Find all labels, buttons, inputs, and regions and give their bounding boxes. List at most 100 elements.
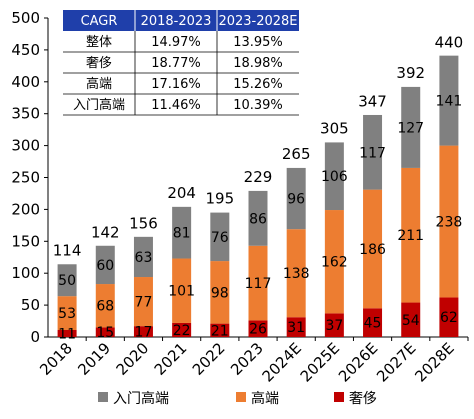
- segment-value-label: 31: [287, 320, 305, 336]
- segment-value-label: 141: [436, 94, 463, 110]
- bar-segment-1: [324, 210, 344, 314]
- total-value-label: 392: [396, 64, 425, 82]
- segment-value-label: 11: [58, 326, 76, 342]
- x-tick-label: 2020: [113, 339, 153, 379]
- total-value-label: 305: [320, 119, 349, 137]
- segment-value-label: 54: [402, 313, 420, 329]
- y-tick-label: 500: [11, 9, 40, 27]
- segment-value-label: 138: [283, 266, 310, 282]
- total-value-label: 265: [282, 145, 311, 163]
- segment-value-label: 68: [96, 299, 114, 315]
- segment-value-label: 117: [359, 145, 386, 161]
- y-tick-label: 100: [11, 264, 40, 282]
- bar-segment-1: [248, 245, 268, 321]
- y-tick-label: 0: [30, 328, 40, 346]
- table-cell: 18.77%: [151, 56, 201, 71]
- x-tick-label: 2018: [36, 339, 76, 379]
- segment-value-label: 117: [245, 276, 272, 292]
- segment-value-label: 63: [135, 250, 153, 266]
- segment-value-label: 106: [321, 169, 348, 185]
- y-tick-label: 300: [11, 137, 40, 155]
- x-tick-label: 2024E: [259, 339, 305, 385]
- total-value-label: 195: [205, 190, 234, 208]
- bar-segment-2: [401, 86, 421, 168]
- bar-segment-1: [57, 296, 77, 330]
- legend-swatch-0: [334, 392, 344, 402]
- data-labels: 11 53 50 114 15 68 60 142 17 77 63 156 22 101 81 204 21 9…: [53, 33, 463, 342]
- segment-value-label: 45: [364, 316, 382, 332]
- bar-segment-1: [363, 189, 383, 309]
- table-cell: 15.26%: [233, 77, 283, 92]
- bars: [57, 55, 459, 337]
- segment-value-label: 98: [211, 285, 229, 301]
- x-tick-label: 2027E: [373, 339, 419, 385]
- bar-segment-0: [401, 302, 421, 337]
- bar-segment-0: [57, 329, 77, 337]
- y-tick-label: 400: [11, 73, 40, 91]
- table-cell: 14.97%: [151, 35, 201, 50]
- bar-segment-0: [95, 327, 115, 337]
- bar-segment-2: [95, 245, 115, 285]
- bar-segment-2: [133, 236, 153, 278]
- segment-value-label: 162: [321, 255, 348, 271]
- y-tick-label: 450: [11, 41, 40, 59]
- x-tick-label: 2021: [151, 339, 191, 379]
- segment-value-label: 50: [58, 273, 76, 289]
- total-value-label: 347: [358, 93, 387, 111]
- table-cell: 奢侈: [86, 56, 112, 71]
- segment-value-label: 238: [436, 215, 463, 231]
- y-tick-label: 350: [11, 105, 40, 123]
- table-cell: 11.46%: [151, 98, 201, 113]
- table-cell: 整体: [86, 35, 112, 50]
- segment-value-label: 53: [58, 306, 76, 322]
- segment-value-label: 77: [135, 295, 153, 311]
- legend-label: 高端: [251, 390, 279, 407]
- segment-value-label: 101: [168, 284, 195, 300]
- bar-segment-2: [324, 142, 344, 211]
- legend-swatch-2: [98, 392, 108, 402]
- legend-label: 奢侈: [349, 391, 377, 407]
- bar-segment-1: [95, 284, 115, 328]
- segment-value-label: 21: [211, 323, 229, 339]
- table-header-cell: 2018-2023: [141, 14, 212, 29]
- table-header-background: [63, 10, 299, 31]
- bar-segment-0: [172, 322, 192, 337]
- bar-segment-1: [210, 261, 230, 324]
- cagr-table: CAGR 2018-2023 2023-2028E 整体 14.97% 13.95% 奢侈 1…: [63, 10, 299, 116]
- total-value-label: 142: [91, 223, 120, 241]
- segment-value-label: 60: [96, 258, 114, 274]
- bar-segment-0: [210, 323, 230, 337]
- total-value-label: 114: [53, 241, 82, 259]
- segment-value-label: 211: [397, 228, 424, 244]
- segment-value-label: 96: [287, 192, 305, 208]
- bar-segment-0: [286, 317, 306, 337]
- bar-segment-1: [133, 277, 153, 327]
- segment-value-label: 26: [249, 322, 267, 338]
- table-cell: 13.95%: [233, 35, 283, 50]
- legend: 入门高端 高端 奢侈: [98, 390, 377, 407]
- y-tick-label: 200: [11, 200, 40, 218]
- table-header-cell: CAGR: [81, 14, 118, 29]
- segment-value-label: 186: [359, 242, 386, 258]
- bar-segment-2: [439, 55, 459, 146]
- segment-value-label: 86: [249, 211, 267, 227]
- segment-value-label: 76: [211, 230, 229, 246]
- segment-value-label: 81: [173, 226, 191, 242]
- bar-segment-0: [439, 297, 459, 337]
- total-value-label: 204: [167, 184, 196, 202]
- bar-segment-2: [57, 264, 77, 297]
- segment-value-label: 37: [325, 318, 343, 334]
- table-cell: 入门高端: [73, 97, 125, 113]
- bar-segment-1: [439, 145, 459, 298]
- bar-segment-2: [363, 114, 383, 190]
- segment-value-label: 62: [440, 310, 458, 326]
- legend-label: 入门高端: [113, 390, 169, 407]
- x-tick-label: 2025E: [297, 339, 343, 385]
- y-tick-label: 150: [11, 232, 40, 250]
- y-tick-label: 250: [11, 169, 40, 187]
- x-tick-label: 2028E: [411, 339, 457, 385]
- bar-segment-1: [172, 258, 192, 323]
- table-cell: 10.39%: [233, 98, 283, 113]
- bar-segment-2: [210, 212, 230, 262]
